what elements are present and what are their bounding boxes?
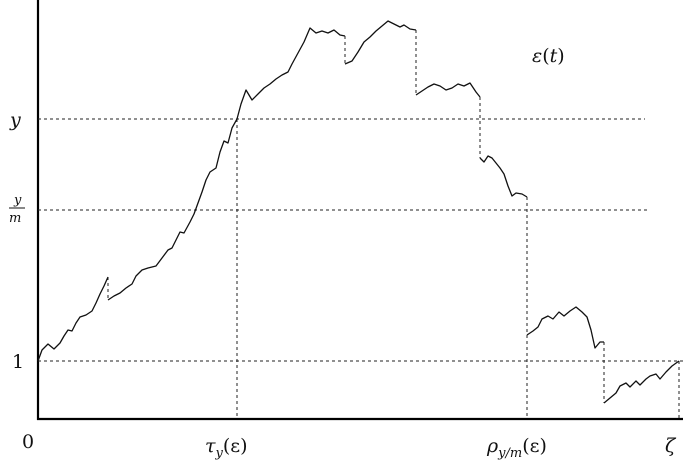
path-segment — [479, 155, 528, 198]
y-level-label: y — [9, 109, 21, 131]
path-segment — [344, 20, 417, 65]
y-over-m-denominator: m — [9, 211, 21, 226]
zeta-label: ζ — [665, 435, 677, 457]
path-segment — [107, 27, 346, 301]
path-segment — [526, 306, 604, 349]
y-over-m-numerator: y — [13, 193, 22, 208]
curve-label: ε(t) — [532, 45, 565, 67]
one-level-label: 1 — [12, 351, 24, 373]
rho-label: ρy/m(ε) — [486, 435, 547, 461]
tau-label: τy(ε) — [205, 435, 248, 461]
origin-label: 0 — [22, 431, 34, 453]
path-segment — [603, 360, 680, 404]
path-segment — [37, 276, 109, 362]
path-segment — [415, 82, 481, 98]
